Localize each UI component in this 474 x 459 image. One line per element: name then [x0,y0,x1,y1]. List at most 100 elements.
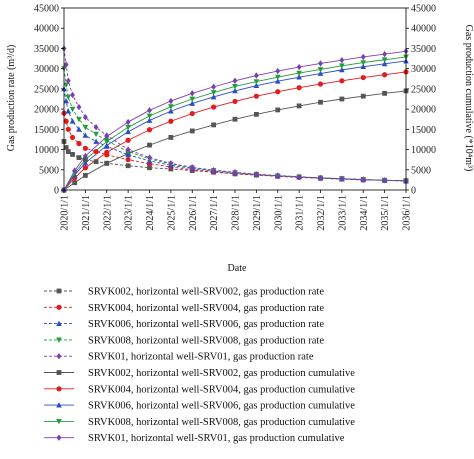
data-point [56,288,62,294]
legend-item-8: SRVK008, horizontal well-SRV008, gas pro… [44,417,355,428]
legend-item-4: SRVK01, horizontal well-SRV01, gas produ… [44,352,314,363]
y-left-tick-label: 20000 [34,105,59,116]
data-point [296,63,302,71]
data-point [65,149,71,154]
data-point [360,63,367,70]
data-point [296,103,302,109]
data-point [76,155,82,161]
data-point [360,176,366,183]
data-point [104,132,110,139]
x-axis-title: Date [228,263,247,274]
x-tick-label: 2031/1/1 [295,195,306,231]
data-point [211,122,217,128]
data-point [317,81,324,87]
y-right-tick-label: 5000 [411,165,431,176]
data-point [339,56,345,64]
data-point [189,128,195,134]
y-right-tick-label: 35000 [411,44,436,55]
data-point [69,134,76,141]
y-left-tick-label: 40000 [34,24,59,35]
data-point [63,98,69,104]
x-tick-label: 2032/1/1 [316,195,327,231]
y-right-tick-label: 10000 [411,145,436,156]
data-point [189,100,196,106]
x-tick-label: 2035/1/1 [380,195,391,231]
series-rate-0 [61,139,409,184]
x-tick-label: 2022/1/1 [102,195,113,231]
data-point [189,164,195,171]
data-point [232,116,238,122]
data-point [274,78,281,84]
data-point [93,138,99,144]
x-tick-label: 2021/1/1 [81,195,92,231]
data-point [82,132,89,138]
data-point [211,83,217,91]
data-point [125,163,131,169]
legend-label: SRVK008, horizontal well-SRV008, gas pro… [88,417,355,428]
data-point [168,108,174,114]
data-point [56,419,62,425]
data-point [360,74,366,81]
legend-label: SRVK002, horizontal well-SRV002, gas pro… [88,287,324,298]
data-point [56,320,62,326]
data-point [318,60,323,67]
y-left-tick-label: 5000 [39,165,59,176]
data-point [69,106,76,113]
series-cumulative-6 [61,69,409,193]
data-point [104,160,110,166]
series-line [63,90,407,191]
data-point [56,304,62,310]
data-point [63,145,69,150]
y-axis-left-title: Gas production rate (m³/d) [6,45,17,152]
data-point [147,142,152,148]
data-point [93,131,99,138]
y-left-tick-label: 15000 [34,125,59,136]
data-point [56,353,62,360]
data-point [70,91,75,99]
data-point [189,90,195,97]
y-right-tick-label: 45000 [411,4,436,15]
data-point [296,173,302,180]
data-point [318,99,323,105]
data-point [147,154,152,161]
data-point [275,172,281,179]
data-point [211,104,217,110]
data-point [82,173,88,178]
legend-item-9: SRVK01, horizontal well-SRV01, gas produ… [44,433,345,444]
legend-item-6: SRVK004, horizontal well-SRV004, gas pro… [44,384,355,395]
data-point [65,94,72,100]
y-left-tick-label: 45000 [34,4,59,15]
series-line [63,113,407,182]
data-point [275,89,281,95]
data-point [72,167,78,174]
data-point [82,114,88,121]
data-point [103,143,110,149]
data-point [317,67,324,73]
data-point [63,118,69,124]
data-point [76,126,82,132]
data-point [274,74,281,81]
data-point [168,104,174,110]
data-point [210,93,217,100]
data-point [296,74,302,80]
data-point [382,72,388,78]
data-point [56,337,62,343]
data-point [63,61,69,68]
y-left-tick-label: 10000 [34,145,59,156]
data-point [125,118,131,126]
data-point [382,177,388,184]
data-point [275,67,281,75]
legend-label: SRVK004, horizontal well-SRV004, gas pro… [88,384,355,395]
legend-item-2: SRVK006, horizontal well-SRV006, gas pro… [44,319,324,330]
data-point [168,160,174,167]
data-point [382,50,388,58]
series-line [63,71,407,191]
series-line [63,68,407,182]
y-right-tick-label: 20000 [411,105,436,116]
data-point [339,66,345,73]
data-point [339,175,345,182]
data-point [125,146,131,153]
data-point [65,108,72,114]
data-point [253,72,259,79]
